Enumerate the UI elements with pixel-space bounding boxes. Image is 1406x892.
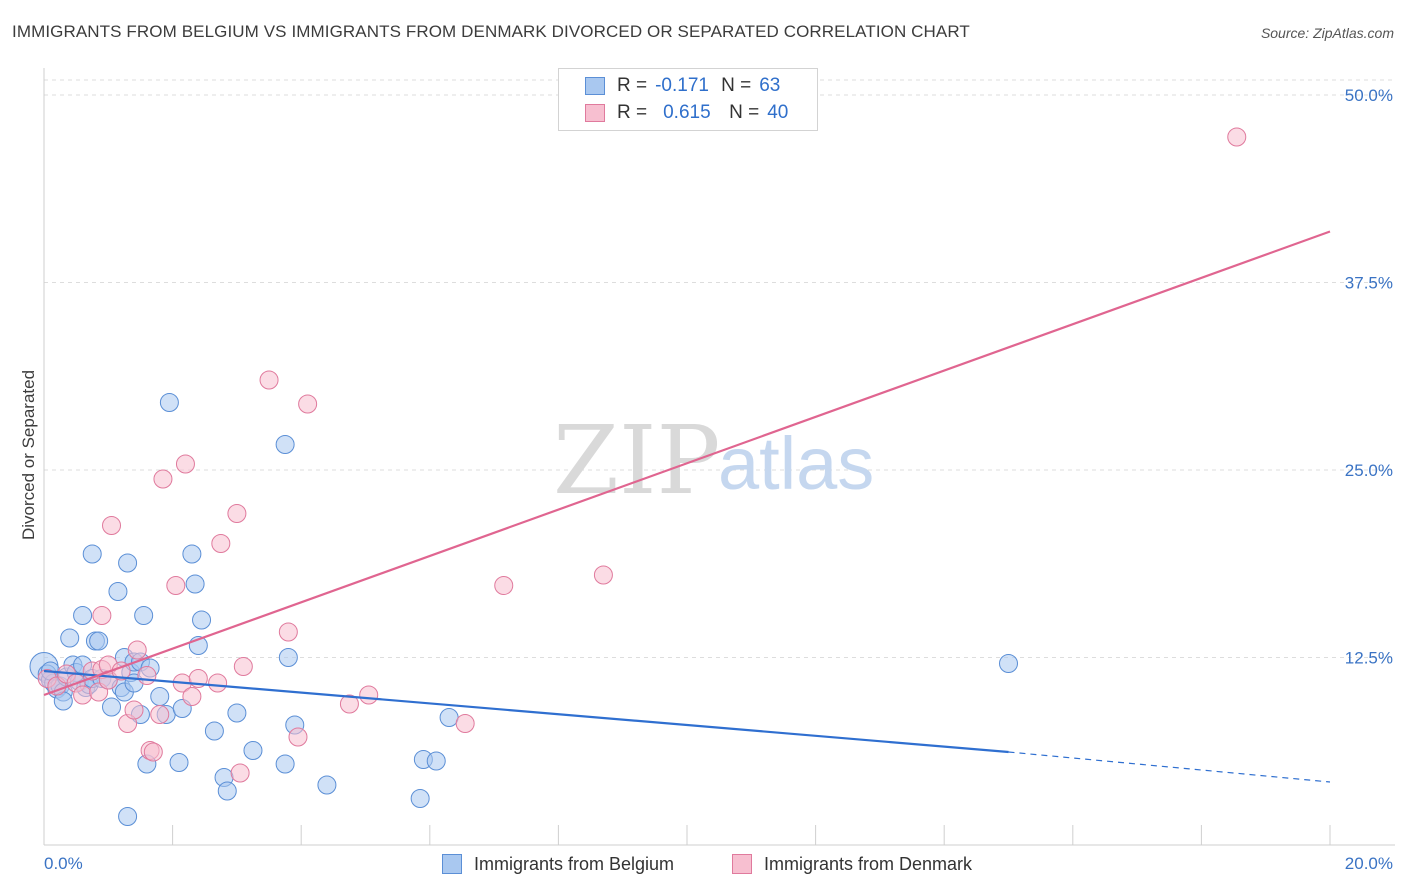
point-denmark-8 — [92, 606, 112, 625]
point-denmark-31 — [259, 370, 279, 390]
denmark-r-value: 0.615 — [663, 102, 711, 123]
y-tick-label-1: 25.0% — [1345, 461, 1393, 480]
point-denmark-34 — [298, 394, 318, 414]
point-belgium-39 — [159, 393, 179, 412]
point-denmark-27 — [211, 534, 231, 553]
point-denmark-4 — [73, 685, 93, 705]
point-belgium-28 — [118, 553, 138, 573]
point-belgium-40 — [169, 753, 189, 772]
point-belgium-34 — [134, 606, 154, 625]
belgium-r-value: -0.171 — [655, 75, 709, 96]
point-denmark-28 — [227, 504, 247, 523]
point-denmark-23 — [175, 454, 195, 474]
point-denmark-33 — [288, 727, 308, 747]
point-denmark-26 — [208, 673, 228, 693]
bottom-legend-belgium: Immigrants from Belgium — [442, 851, 674, 877]
point-denmark-18 — [143, 742, 163, 762]
belgium-legend-icon — [442, 854, 462, 874]
trend-belgium-dashed — [1008, 751, 1331, 783]
point-belgium-52 — [275, 435, 295, 454]
source-label: Source: ZipAtlas.com — [1260, 25, 1394, 41]
trend-belgium-solid — [43, 669, 1009, 754]
y-tick-label-3: 50.0% — [1345, 86, 1393, 105]
point-denmark-37 — [455, 714, 475, 733]
point-belgium-18 — [82, 544, 102, 564]
point-denmark-36 — [359, 685, 379, 705]
point-denmark-29 — [230, 763, 250, 783]
point-denmark-11 — [102, 516, 122, 535]
trend-denmark — [43, 230, 1331, 697]
belgium-legend-label: Immigrants from Belgium — [474, 853, 675, 874]
trend-lines — [43, 230, 1331, 783]
point-denmark-39 — [593, 565, 613, 585]
y-axis-label: Divorced or Separated — [19, 370, 38, 540]
point-belgium-43 — [185, 574, 205, 594]
bottom-legend-denmark: Immigrants from Denmark — [732, 851, 972, 877]
watermark-atlas: atlas — [718, 422, 874, 505]
point-denmark-20 — [153, 469, 173, 489]
point-belgium-48 — [217, 781, 237, 801]
belgium-r-label: R = — [617, 75, 648, 96]
point-belgium-53 — [278, 648, 298, 667]
stats-legend-row-denmark: R = 0.615 N = 40 — [585, 100, 788, 126]
point-denmark-15 — [127, 640, 147, 660]
point-belgium-60 — [118, 807, 138, 826]
denmark-legend-label: Immigrants from Denmark — [764, 853, 973, 874]
point-denmark-16 — [137, 666, 157, 685]
y-tick-labels: 12.5% 25.0% 37.5% 50.0% — [1345, 86, 1393, 668]
y-tick-label-2: 37.5% — [1345, 274, 1393, 293]
point-denmark-24 — [182, 687, 202, 706]
point-belgium-55 — [317, 775, 337, 795]
point-belgium-37 — [150, 687, 170, 706]
stats-legend: R = -0.171 N = 63 R = 0.615 N = 40 — [558, 68, 818, 131]
x-tick-labels: 0.0% 20.0% — [44, 854, 1393, 873]
point-belgium-13 — [73, 606, 93, 625]
denmark-r-label: R = — [617, 102, 648, 123]
point-belgium-59 — [439, 708, 459, 727]
point-belgium-46 — [204, 721, 224, 741]
denmark-n-value: 40 — [767, 102, 789, 123]
point-belgium-49 — [227, 703, 247, 723]
x-tick-label-max: 20.0% — [1345, 854, 1393, 873]
point-belgium-50 — [243, 741, 263, 760]
point-belgium-58 — [426, 751, 446, 771]
point-belgium-23 — [102, 697, 122, 717]
point-belgium-45 — [192, 610, 212, 630]
watermark: ZIP atlas — [553, 406, 874, 516]
point-denmark-19 — [150, 705, 170, 724]
axes — [43, 68, 1395, 846]
denmark-legend-icon — [732, 854, 752, 874]
point-denmark-35 — [339, 694, 359, 714]
point-denmark-40 — [1227, 127, 1247, 147]
y-tick-label-0: 12.5% — [1345, 649, 1393, 668]
point-belgium-51 — [275, 754, 295, 774]
point-belgium-9 — [60, 628, 80, 648]
chart-title: IMMIGRANTS FROM BELGIUM VS IMMIGRANTS FR… — [12, 22, 970, 41]
point-denmark-32 — [278, 622, 298, 642]
point-belgium-61 — [999, 654, 1018, 673]
point-denmark-30 — [233, 657, 253, 676]
denmark-n-label: N = — [729, 102, 760, 123]
belgium-n-value: 63 — [759, 75, 781, 96]
point-denmark-14 — [124, 700, 144, 720]
point-belgium-42 — [182, 544, 202, 564]
point-denmark-38 — [494, 576, 514, 595]
belgium-swatch-icon — [585, 77, 605, 95]
point-belgium-20 — [89, 631, 109, 651]
x-tick-label-min: 0.0% — [44, 854, 83, 873]
gridlines — [44, 79, 1395, 658]
point-denmark-21 — [166, 576, 186, 595]
point-belgium-56 — [410, 789, 430, 808]
stats-legend-row-belgium: R = -0.171 N = 63 — [585, 73, 780, 99]
point-belgium-24 — [108, 582, 128, 601]
belgium-n-label: N = — [721, 75, 752, 96]
denmark-swatch-icon — [585, 104, 605, 122]
